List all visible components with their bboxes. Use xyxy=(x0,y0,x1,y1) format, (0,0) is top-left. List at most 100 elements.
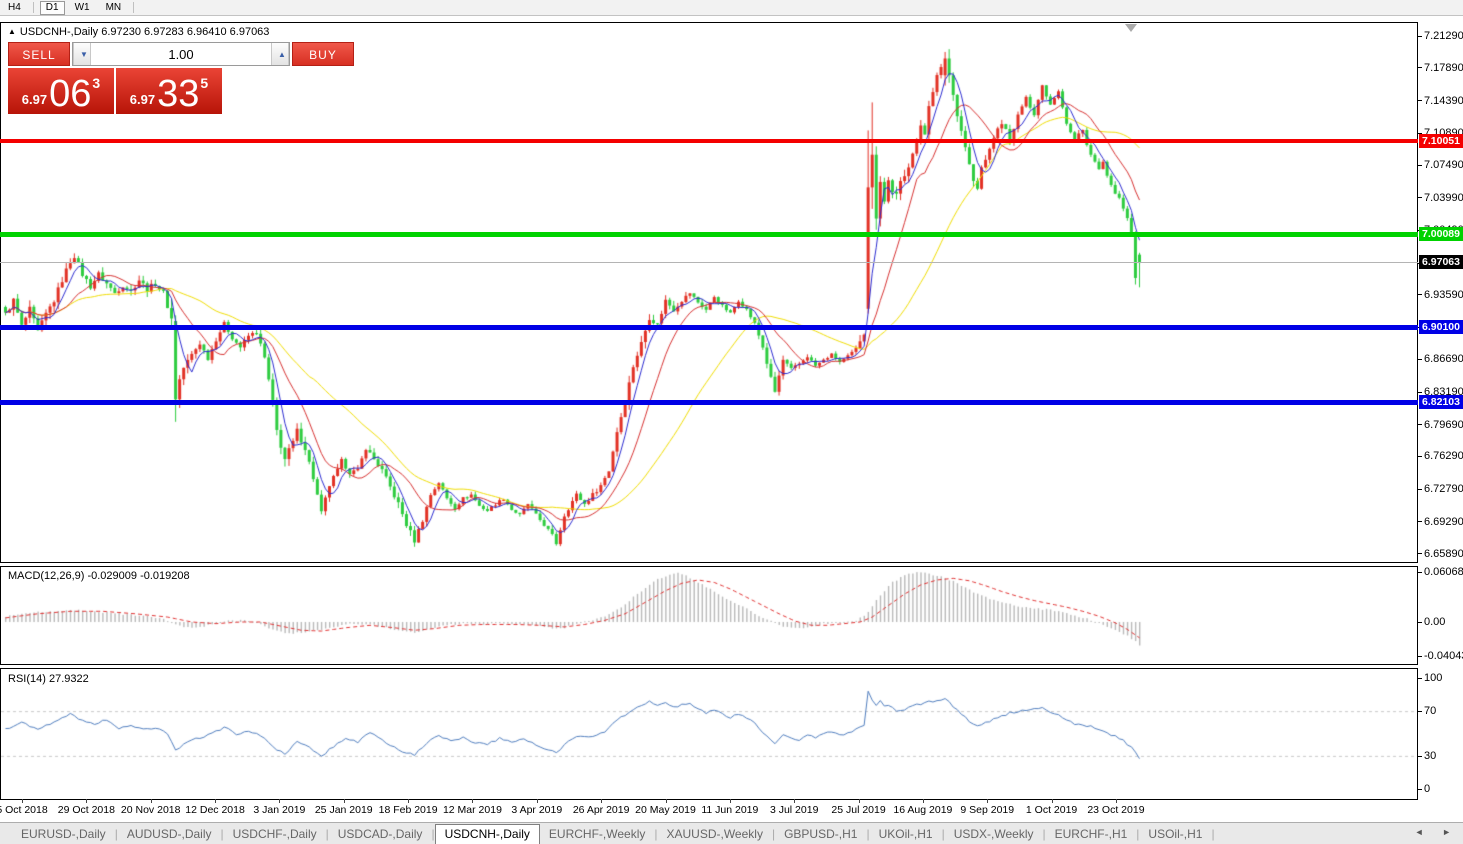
chart-tab-bar: EURUSD-,Daily | AUDUSD-,Daily | USDCHF-,Dail… xyxy=(0,822,1463,844)
symbol-marker-icon: ▲ xyxy=(8,27,16,36)
macd-tick-mark xyxy=(1417,656,1422,657)
date-tick-mark xyxy=(1115,799,1117,803)
chart-tab-xauusd-weekly[interactable]: XAUUSD-,Weekly xyxy=(666,827,763,841)
chart-tab-usdcad-daily[interactable]: USDCAD-,Daily xyxy=(337,827,423,841)
timeframe-h4-button[interactable]: H4 xyxy=(2,1,27,15)
date-axis-label: 5 Oct 2018 xyxy=(0,804,48,816)
macd-indicator-label: MACD(12,26,9) -0.029009 -0.019208 xyxy=(8,570,190,582)
sell-price-box[interactable]: 6.97 06 3 xyxy=(8,68,114,114)
sell-price-sup: 3 xyxy=(92,75,101,91)
date-tick-mark xyxy=(408,799,410,803)
chart-tab-ukoil-h1[interactable]: UKOil-,H1 xyxy=(878,827,933,841)
date-axis-label: 16 Aug 2019 xyxy=(893,804,953,816)
price-axis-badge: 6.97063 xyxy=(1419,255,1463,270)
date-axis-label: 3 Jul 2019 xyxy=(769,804,819,816)
timeframe-w1-button[interactable]: W1 xyxy=(69,1,96,15)
date-axis-label: 25 Jul 2019 xyxy=(831,804,886,816)
price-tick-label: 6.76290 xyxy=(1424,450,1463,463)
date-tick-mark xyxy=(215,799,217,803)
timeframe-d1-button[interactable]: D1 xyxy=(39,0,65,15)
price-tick-mark xyxy=(1417,197,1422,199)
buy-button[interactable]: BUY xyxy=(292,42,354,66)
timeframe-mn-button[interactable]: MN xyxy=(100,1,128,15)
date-axis-label: 12 Mar 2019 xyxy=(442,804,502,816)
macd-axis-label: -0.040432 xyxy=(1424,650,1463,662)
rsi-tick-mark xyxy=(1417,756,1422,757)
date-tick-mark xyxy=(343,799,345,803)
rsi-tick-mark xyxy=(1417,789,1422,790)
chart-tab-eurchf-weekly[interactable]: EURCHF-,Weekly xyxy=(548,827,646,841)
chart-tab-eurusd-daily[interactable]: EURUSD-,Daily xyxy=(21,827,106,841)
tab-separator: | xyxy=(325,827,329,841)
price-tick-label: 6.69290 xyxy=(1424,515,1463,528)
volume-decrease-icon[interactable]: ▼ xyxy=(73,43,91,65)
support-resistance-line[interactable] xyxy=(0,324,1418,330)
macd-axis-label: 0.00 xyxy=(1424,616,1446,628)
buy-price-big: 33 xyxy=(157,73,200,115)
rsi-axis-label: 30 xyxy=(1424,750,1437,762)
symbol-ohlc-line: ▲ USDCNH-,Daily 6.97230 6.97283 6.96410 6… xyxy=(8,26,269,38)
macd-tick-mark xyxy=(1417,622,1422,623)
date-axis-label: 25 Jan 2019 xyxy=(314,804,373,816)
price-tick-mark xyxy=(1417,67,1422,69)
chart-tab-eurchf-h1[interactable]: EURCHF-,H1 xyxy=(1054,827,1128,841)
price-chart-canvas[interactable] xyxy=(1,23,1417,562)
chart-tab-usdcnh-daily[interactable]: USDCNH-,Daily xyxy=(434,824,540,844)
symbol-ohlc-text: USDCNH-,Daily 6.97230 6.97283 6.96410 6.… xyxy=(19,26,270,38)
price-tick-label: 6.79690 xyxy=(1424,418,1463,431)
price-tick-mark xyxy=(1417,294,1422,296)
tab-separator: | xyxy=(941,827,945,841)
price-tick-label: 6.65890 xyxy=(1424,547,1463,560)
volume-spinner: ▼ ▲ xyxy=(72,42,290,66)
macd-chart-canvas[interactable] xyxy=(1,567,1417,664)
sell-button[interactable]: SELL xyxy=(8,42,70,66)
date-tick-mark xyxy=(472,799,474,803)
toolbar-separator xyxy=(133,2,135,13)
date-tick-mark xyxy=(22,799,23,803)
rsi-chart-canvas[interactable] xyxy=(1,669,1417,799)
date-axis-label: 18 Feb 2019 xyxy=(378,804,438,816)
macd-panel xyxy=(0,566,1418,665)
sell-price-big: 06 xyxy=(49,73,92,115)
volume-increase-icon[interactable]: ▲ xyxy=(271,43,289,65)
date-axis-label: 23 Oct 2019 xyxy=(1087,804,1145,816)
toolbar-separator xyxy=(32,2,34,13)
chart-tab-gbpusd-h1[interactable]: GBPUSD-,H1 xyxy=(784,827,858,841)
tab-separator: | xyxy=(1136,827,1140,841)
chart-shift-marker-icon[interactable] xyxy=(1125,24,1137,32)
current-price-line xyxy=(0,262,1418,264)
date-tick-mark xyxy=(1051,799,1053,803)
date-axis-label: 11 Jun 2019 xyxy=(701,804,759,816)
date-tick-mark xyxy=(86,799,88,803)
tab-separator: | xyxy=(114,827,118,841)
price-tick-label: 7.14390 xyxy=(1424,94,1463,107)
date-tick-mark xyxy=(536,799,538,803)
chart-tabs: EURUSD-,Daily | AUDUSD-,Daily | USDCHF-,Dail… xyxy=(0,824,1215,844)
tab-separator: | xyxy=(220,827,224,841)
price-tick-label: 6.83190 xyxy=(1424,386,1463,399)
buy-price-box[interactable]: 6.97 33 5 xyxy=(116,68,222,114)
date-tick-mark xyxy=(794,799,796,803)
volume-input[interactable] xyxy=(91,43,271,65)
price-axis-badge: 7.10051 xyxy=(1419,134,1463,149)
price-tick-mark xyxy=(1417,488,1422,490)
chart-tab-usdchf-daily[interactable]: USDCHF-,Daily xyxy=(232,827,317,841)
tab-scroll-arrows[interactable]: ◄ ► xyxy=(1414,827,1459,837)
chart-tab-usoil-h1[interactable]: USOil-,H1 xyxy=(1148,827,1203,841)
price-tick-mark xyxy=(1417,358,1422,360)
macd-tick-mark xyxy=(1417,572,1422,573)
chart-tab-usdx-weekly[interactable]: USDX-,Weekly xyxy=(953,827,1034,841)
timeframe-toolbar: H4 D1 W1 MN xyxy=(0,0,1463,16)
price-tick-mark xyxy=(1417,521,1422,523)
chart-tab-audusd-daily[interactable]: AUDUSD-,Daily xyxy=(126,827,212,841)
price-tick-label: 7.21290 xyxy=(1424,30,1463,43)
support-resistance-line[interactable] xyxy=(0,231,1418,237)
buy-price-sup: 5 xyxy=(200,75,209,91)
date-axis-label: 20 Nov 2018 xyxy=(120,804,181,816)
price-axis-badge: 7.00089 xyxy=(1419,227,1463,242)
price-tick-mark xyxy=(1417,455,1422,457)
support-resistance-line[interactable] xyxy=(0,139,1418,144)
rsi-axis-label: 0 xyxy=(1424,783,1431,795)
support-resistance-line[interactable] xyxy=(0,399,1418,405)
